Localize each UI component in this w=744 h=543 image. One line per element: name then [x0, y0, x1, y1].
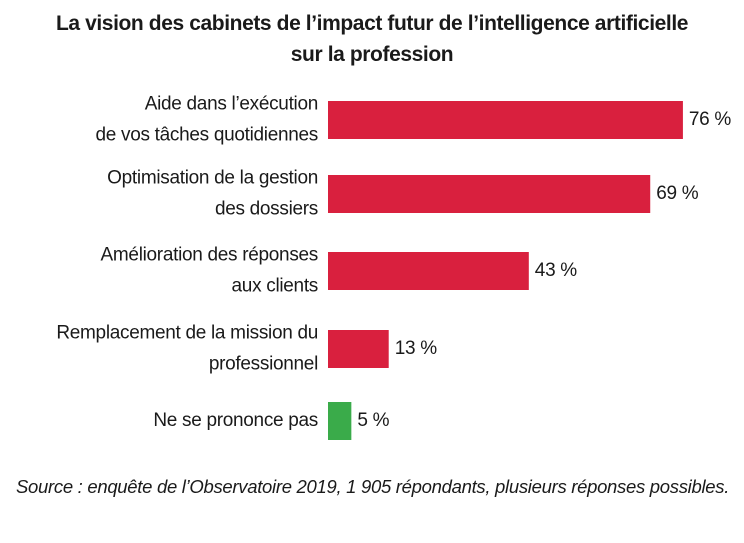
source-note: Source : enquête de l’Observatoire 2019,… — [16, 476, 730, 497]
chart: Aide dans l’exécution de vos tâches quoti… — [56, 94, 732, 440]
bar — [328, 175, 651, 213]
value-label: 5 % — [357, 410, 389, 431]
bar — [328, 252, 529, 290]
category-label: Optimisation de la gestion des dossiers — [107, 168, 318, 220]
category-label: Ne se prononce pas — [153, 410, 318, 431]
bar — [328, 402, 352, 440]
chart-title: La vision des cabinets de l’impact futur… — [55, 12, 689, 66]
category-label: Amélioration des réponses aux clients — [101, 245, 318, 297]
value-label: 69 % — [656, 183, 699, 204]
bar — [328, 330, 389, 368]
category-label: Remplacement de la mission du professionn… — [56, 323, 318, 375]
bar — [328, 101, 683, 139]
value-label: 13 % — [395, 338, 438, 359]
value-label: 76 % — [689, 109, 732, 130]
category-label: Aide dans l’exécution de vos tâches quoti… — [96, 94, 318, 146]
value-label: 43 % — [535, 260, 578, 281]
